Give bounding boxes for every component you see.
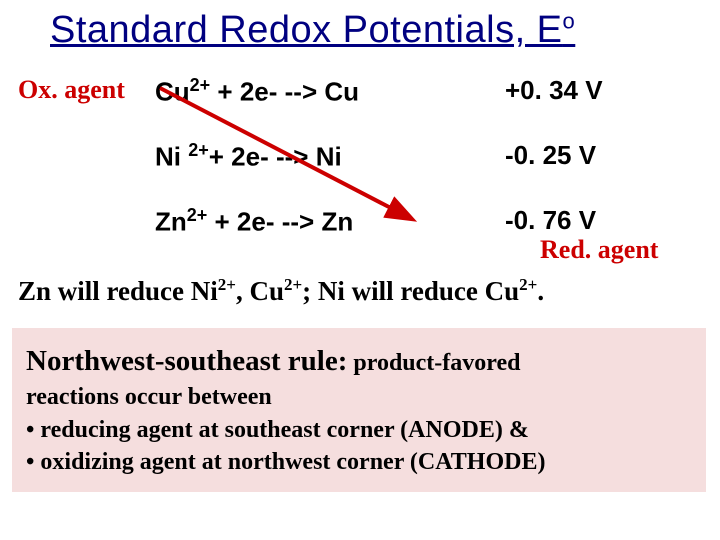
rule-box: Northwest-southeast rule: product-favore… — [12, 328, 706, 492]
eq3-rhs: + 2e- --> Zn — [207, 207, 353, 237]
sum-t1: Zn will reduce Ni — [18, 276, 218, 306]
title-main: Standard Redox Potentials, E — [50, 9, 563, 51]
eq2-charge: 2+ — [188, 140, 209, 160]
sum-t3: ; Ni will reduce Cu — [302, 276, 519, 306]
rule-bullet2: • oxidizing agent at northwest corner (C… — [26, 449, 545, 475]
eq1-ion: Cu — [155, 77, 190, 107]
title-sup: o — [563, 8, 576, 33]
sum-t4: . — [537, 276, 544, 306]
eq1-charge: 2+ — [190, 75, 211, 95]
rule-sub: product-favored — [347, 350, 520, 376]
eq1-rhs: + 2e- --> Cu — [210, 77, 359, 107]
summary-text: Zn will reduce Ni2+, Cu2+; Ni will reduc… — [18, 275, 702, 307]
equation-ni: Ni 2++ 2e- --> Ni — [155, 140, 342, 173]
reducing-agent-label: Red. agent — [540, 235, 658, 265]
eq2-ion: Ni — [155, 142, 188, 172]
oxidizing-agent-label: Ox. agent — [18, 75, 125, 105]
rule-line1: reactions occur between — [26, 384, 272, 410]
eq3-charge: 2+ — [187, 205, 208, 225]
slide-title: Standard Redox Potentials, Eo — [50, 8, 690, 52]
potential-zn: -0. 76 V — [505, 205, 596, 236]
sum-t2: , Cu — [236, 276, 284, 306]
rule-bullet1: • reducing agent at southeast corner (AN… — [26, 417, 529, 443]
equation-zn: Zn2+ + 2e- --> Zn — [155, 205, 353, 238]
eq2-rhs: + 2e- --> Ni — [209, 142, 342, 172]
sum-s1: 2+ — [218, 275, 236, 294]
sum-s3: 2+ — [519, 275, 537, 294]
potential-cu: +0. 34 V — [505, 75, 603, 106]
rule-title: Northwest-southeast rule: — [26, 345, 347, 377]
potential-ni: -0. 25 V — [505, 140, 596, 171]
equation-cu: Cu2+ + 2e- --> Cu — [155, 75, 359, 108]
eq3-ion: Zn — [155, 207, 187, 237]
sum-s2: 2+ — [284, 275, 302, 294]
